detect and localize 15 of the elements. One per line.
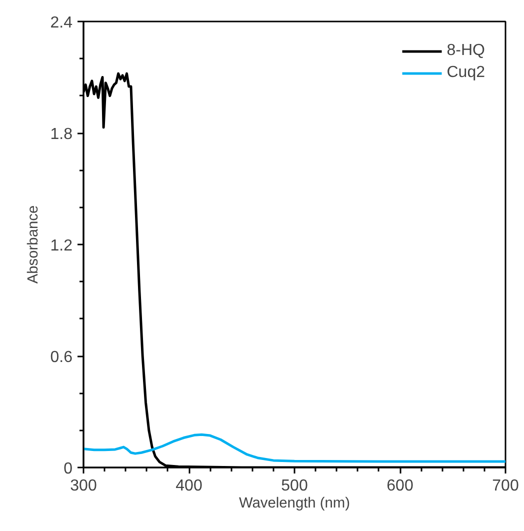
legend-label: 8-HQ: [446, 42, 485, 60]
y-tick-label: 1.2: [50, 238, 73, 254]
x-tick-label: 700: [492, 478, 519, 494]
y-tick-label: 0.6: [50, 349, 73, 366]
x-axis-title: Wavelength (nm): [238, 496, 350, 512]
x-tick-label: 300: [70, 478, 97, 494]
y-axis-title: Absorbance: [25, 205, 42, 284]
y-tick-label: 0: [64, 460, 73, 478]
y-tick-label: 1.8: [50, 126, 73, 143]
line-series: [84, 433, 506, 463]
x-tick-label: 600: [386, 478, 414, 494]
x-tick-label: 500: [281, 478, 308, 494]
y-tick-label: 2.4: [50, 14, 73, 32]
x-tick-label: 400: [176, 478, 202, 494]
legend-label: Cuq2: [446, 64, 485, 82]
